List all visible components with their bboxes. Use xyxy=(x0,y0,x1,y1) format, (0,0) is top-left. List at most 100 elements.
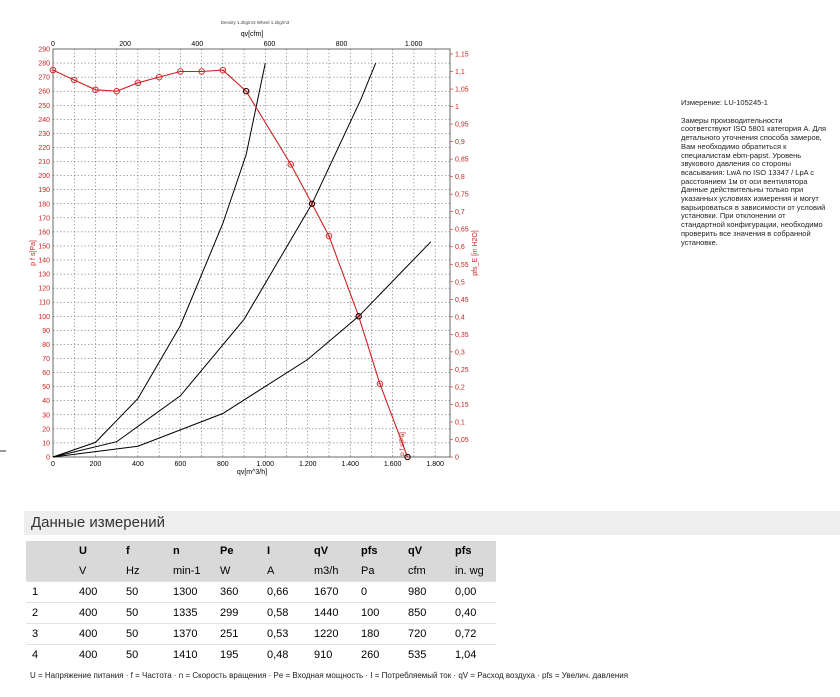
y-tick-label: 140 xyxy=(38,258,50,265)
info-line: стандартной конфигурации, необходимо xyxy=(681,220,823,230)
info-line: соответствуют ISO 5801 категория A. Для xyxy=(681,124,827,134)
y-tick-label: 0 xyxy=(46,455,50,462)
info-line: звукового давления со стороны xyxy=(681,159,792,169)
table-header-cell: n xyxy=(167,541,214,561)
table-cell: 260 xyxy=(355,644,402,665)
y-tick-label: 90 xyxy=(42,328,50,335)
y2-tick-label: 0,85 xyxy=(455,157,469,164)
table-cell: 1410 xyxy=(167,644,214,665)
y2-tick-label: 0,05 xyxy=(455,437,469,444)
table-cell: 360 xyxy=(214,581,261,603)
table-cell: 100 xyxy=(355,602,402,624)
table-cell: 4 xyxy=(26,644,73,665)
y-tick-label: 170 xyxy=(38,215,50,222)
section-title: Данные измерений xyxy=(31,514,165,531)
table-cell: 1,04 xyxy=(449,644,496,665)
x-top-tick-label: 400 xyxy=(191,41,203,48)
table-row: 1 400 50 1300 360 0,66 1670 0 980 0,00 xyxy=(26,581,496,603)
y-tick-label: 240 xyxy=(38,117,50,124)
fan-curve-line xyxy=(52,69,409,458)
y2-tick-label: 0,55 xyxy=(455,262,469,269)
table-cell: 0,66 xyxy=(261,581,308,603)
validity-notes: Данные действительны только при указанных… xyxy=(681,186,831,247)
table-cell: 251 xyxy=(214,623,261,645)
x-top-axis-label: qv[cfm] xyxy=(241,31,264,38)
table-cell: 1670 xyxy=(308,581,355,603)
y-tick-label: 30 xyxy=(42,412,50,419)
fan-curve-point xyxy=(219,66,227,74)
table-cell: 0,48 xyxy=(261,644,308,665)
table-legend: U = Напряжение питания · f = Частота · n… xyxy=(30,671,629,680)
table-cell: 850 xyxy=(402,602,449,624)
table-cell: 0 xyxy=(355,581,402,603)
table-cell: 0,58 xyxy=(261,602,308,624)
table-cell: 1300 xyxy=(167,581,214,603)
info-line: расстоянием 1м от оси вентилятора xyxy=(681,176,808,186)
fan-curve-point xyxy=(198,68,205,75)
operating-point xyxy=(355,313,362,320)
info-line: установки. При отклонении от xyxy=(681,211,786,221)
system-curves xyxy=(52,62,432,458)
system-curve xyxy=(52,62,377,458)
y2-axis-ticks: 0 0,05 0,1 0,15 0,2 0,25 0,3 0,35 0,4 0,45 0,5 0,55… xyxy=(450,51,469,462)
y-tick-label: 180 xyxy=(38,201,50,208)
table-header-cell: Hz xyxy=(120,561,167,582)
x-top-tick-label: 800 xyxy=(336,41,348,48)
y2-tick-label: 0,5 xyxy=(455,279,465,286)
table-cell: 299 xyxy=(214,602,261,624)
x-tick-label: 1.400 xyxy=(341,461,359,468)
y-tick-label: 270 xyxy=(38,75,50,82)
table-cell: 0,53 xyxy=(261,623,308,645)
table-cell: 180 xyxy=(355,623,402,645)
x-tick-label: 1.600 xyxy=(384,461,402,468)
info-line: Данные действительны только при xyxy=(681,185,804,195)
curve-marker-label: p f s[Pa] xyxy=(399,432,406,456)
x-top-tick-label: 1.000 xyxy=(405,41,423,48)
fan-curve-point xyxy=(70,76,78,84)
y-tick-label: 120 xyxy=(38,286,50,293)
table-header-cell xyxy=(26,561,73,582)
info-line: проверить все значения в собранной xyxy=(681,228,811,238)
table-cell: 910 xyxy=(308,644,355,665)
y2-tick-label: 0,35 xyxy=(455,332,469,339)
table-header-cell: U xyxy=(73,541,120,561)
y-tick-label: 150 xyxy=(38,243,50,250)
y2-tick-label: 0,3 xyxy=(455,349,465,356)
plot-frame xyxy=(52,48,451,458)
y-tick-label: 10 xyxy=(42,440,50,447)
table-cell: 0,00 xyxy=(449,581,496,603)
x-tick-label: 0 xyxy=(51,461,55,468)
y2-tick-label: 0,9 xyxy=(455,139,465,146)
y-tick-label: 110 xyxy=(39,300,50,307)
fan-curve-point xyxy=(92,86,99,94)
table-header-cell: Pa xyxy=(355,561,402,582)
measurement-id: Измерение: LU-105245-1 xyxy=(681,98,768,107)
x-tick-label: 1.800 xyxy=(426,461,444,468)
y2-tick-label: 0,2 xyxy=(455,384,465,391)
table-cell: 980 xyxy=(402,581,449,603)
table-header-cell xyxy=(26,541,73,561)
y-tick-label: 50 xyxy=(42,384,50,391)
table-header-cell: A xyxy=(261,561,308,582)
table-header-cell: qV xyxy=(308,541,355,561)
y-axis-ticks: 0 10 20 30 40 50 60 70 80 90 100 110 120 130 140 150 160… xyxy=(38,47,50,462)
table-header-cell: min-1 xyxy=(167,561,214,582)
y-tick-label: 190 xyxy=(38,187,50,194)
x-top-tick-label: 0 xyxy=(51,41,55,48)
y2-tick-label: 0,1 xyxy=(455,419,465,426)
y2-axis-label: pfs_E [in H2O] xyxy=(472,230,479,276)
table-cell: 50 xyxy=(120,644,167,665)
y2-tick-label: 0,75 xyxy=(455,192,469,199)
table-header-cell: Pe xyxy=(214,541,261,561)
info-line: всасывания: LwA по ISO 13347 / LpA с xyxy=(681,167,815,177)
y2-tick-label: 0,95 xyxy=(455,122,469,129)
operating-point xyxy=(308,200,316,207)
y-tick-label: 230 xyxy=(38,131,50,138)
table-header-cell: I xyxy=(261,541,308,561)
y-tick-label: 280 xyxy=(38,61,50,68)
table-cell: 400 xyxy=(73,644,120,665)
fan-curve-point xyxy=(325,232,333,240)
y2-tick-label: 1,1 xyxy=(455,69,465,76)
